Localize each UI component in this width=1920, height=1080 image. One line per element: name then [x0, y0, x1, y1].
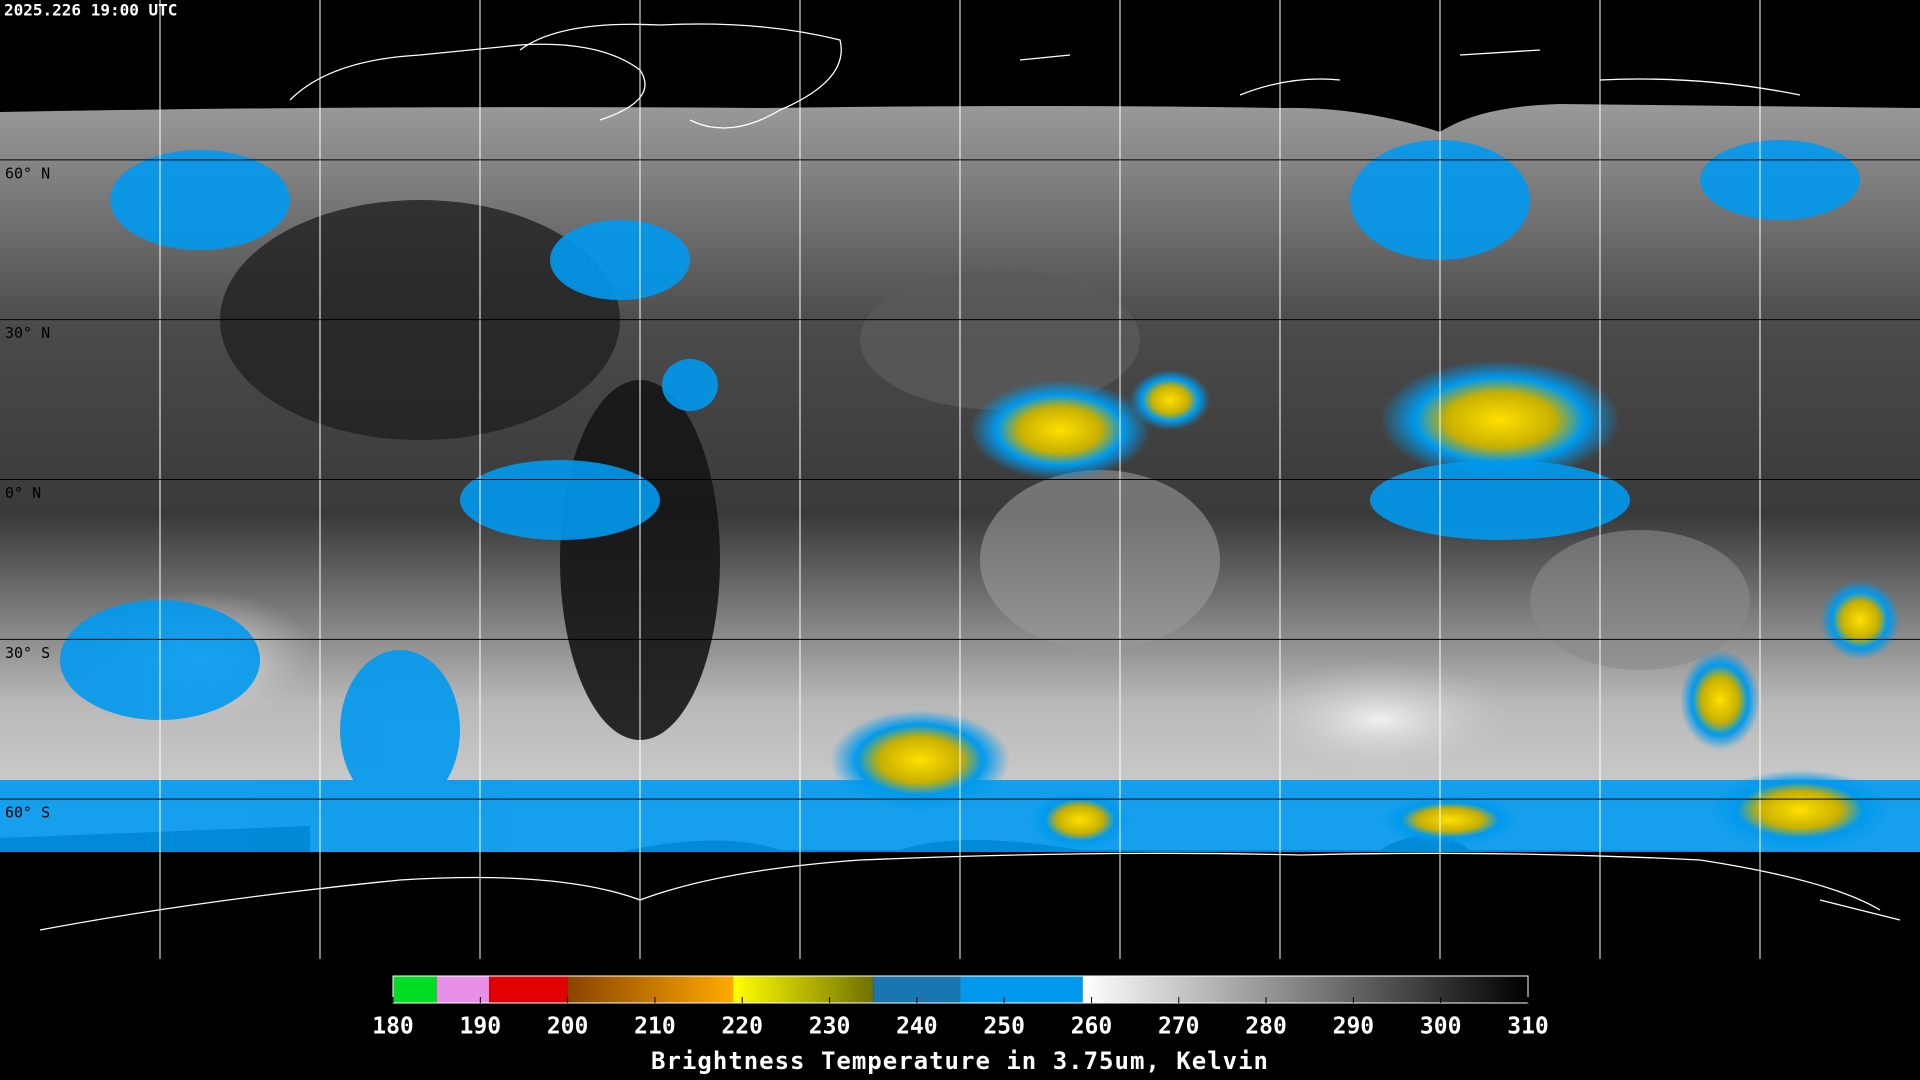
colorbar-segment: [436, 976, 490, 1003]
colorbar-segment: [393, 976, 437, 1003]
colorbar-tick-label: 250: [983, 1014, 1025, 1040]
latitude-label: 60° N: [5, 164, 50, 182]
colorbar-tick-label: 220: [721, 1014, 763, 1040]
colorbar-tick-label: 180: [372, 1014, 414, 1040]
graticule: 60° N 30° N 0° N 30° S 60° S: [0, 0, 1920, 959]
colorbar-tick-label: 240: [896, 1014, 938, 1040]
colorbar-tick-label: 190: [460, 1014, 502, 1040]
colorbar-tick-label: 310: [1507, 1014, 1549, 1040]
colorbar-tick-label: 210: [634, 1014, 676, 1040]
colorbar-tick-label: 200: [547, 1014, 589, 1040]
colorbar-tick-label: 230: [809, 1014, 851, 1040]
colorbar-tick-label: 270: [1158, 1014, 1200, 1040]
timestamp: 2025.226 19:00 UTC: [4, 1, 177, 20]
colorbar-label: Brightness Temperature in 3.75um, Kelvin: [651, 1047, 1269, 1075]
latitude-label: 0° N: [5, 484, 41, 502]
latitude-label: 30° N: [5, 324, 50, 342]
colorbar-segment: [489, 976, 568, 1003]
colorbar-segment: [1082, 976, 1528, 1003]
colorbar-tick-label: 280: [1245, 1014, 1287, 1040]
latitude-label: 30° S: [5, 644, 50, 662]
colorbar-segment: [733, 976, 874, 1003]
colorbar-segment: [567, 976, 734, 1003]
colorbar-tick-label: 300: [1420, 1014, 1462, 1040]
colorbar-tick-label: 260: [1071, 1014, 1113, 1040]
colorbar-tick-label: 290: [1333, 1014, 1375, 1040]
latitude-label: 60° S: [5, 804, 50, 822]
colorbar-frame: [392, 975, 1529, 1004]
colorbar-segment: [960, 976, 1083, 1003]
colorbar: 180 190 200 210 220 230 240 250 260 270 280 290 300 3…: [372, 975, 1549, 1040]
